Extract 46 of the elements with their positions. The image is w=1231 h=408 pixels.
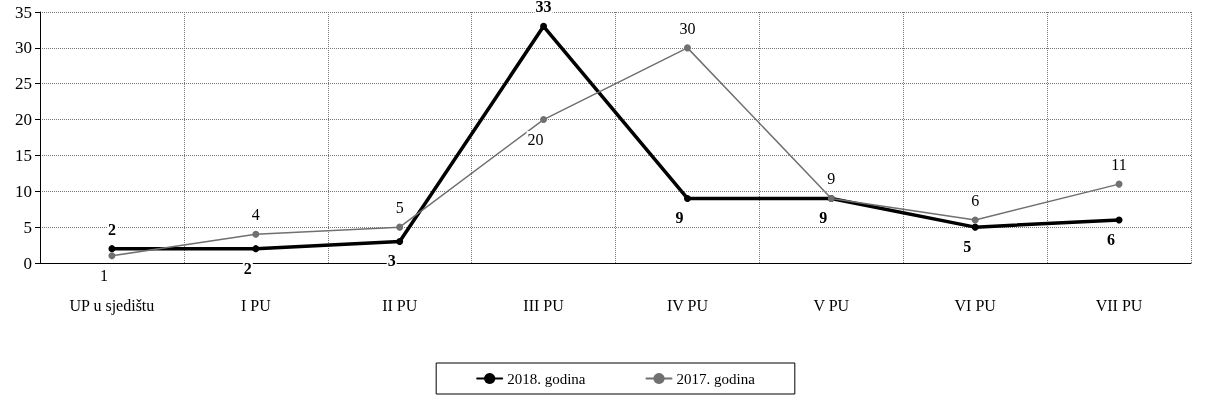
point — [971, 223, 979, 231]
legend-label: 2018. godina — [507, 370, 586, 387]
data-label: 3 — [387, 252, 396, 270]
x-tick-label: I PU — [240, 296, 272, 314]
x-tick-label: IV PU — [666, 296, 709, 314]
y-tick-label: 35 — [15, 2, 32, 22]
y-tick-label: 10 — [15, 181, 32, 201]
point — [108, 252, 116, 260]
data-label: 33 — [535, 0, 552, 16]
point — [683, 194, 691, 202]
point — [540, 22, 548, 30]
data-label: 5 — [963, 238, 972, 256]
data-label: 4 — [251, 206, 260, 224]
y-tick-label: 15 — [15, 145, 32, 165]
data-label: 9 — [675, 209, 684, 227]
data-label: 1 — [99, 266, 108, 284]
data-label: 6 — [971, 191, 980, 209]
data-label: 5 — [395, 199, 404, 217]
point — [683, 44, 691, 52]
point — [252, 245, 260, 253]
data-label: 2 — [243, 259, 252, 277]
y-tick-label: 5 — [23, 217, 32, 237]
data-label: 9 — [819, 209, 828, 227]
point — [396, 237, 404, 245]
x-tick-label: VI PU — [954, 296, 997, 314]
x-tick-label: II PU — [382, 296, 418, 314]
y-tick-label: 25 — [15, 74, 32, 94]
point — [108, 245, 116, 253]
data-label: 11 — [1111, 156, 1127, 174]
y-tick-label: 20 — [15, 110, 32, 130]
point — [971, 216, 979, 224]
y-tick-label: 0 — [23, 253, 32, 273]
data-label: 2 — [107, 220, 116, 238]
x-tick-label: VII PU — [1095, 296, 1143, 314]
data-label: 9 — [827, 170, 836, 188]
data-label: 6 — [1107, 230, 1116, 248]
point — [540, 116, 548, 124]
x-tick-label: V PU — [813, 296, 850, 314]
x-tick-label: III PU — [523, 296, 565, 314]
point — [396, 223, 404, 231]
data-label: 20 — [527, 130, 544, 148]
point — [252, 230, 260, 238]
y-tick-label: 30 — [15, 38, 32, 58]
data-label: 30 — [679, 19, 696, 37]
legend-label: 2017. godina — [676, 370, 756, 387]
x-tick-label: UP u sjedištu — [69, 296, 155, 315]
